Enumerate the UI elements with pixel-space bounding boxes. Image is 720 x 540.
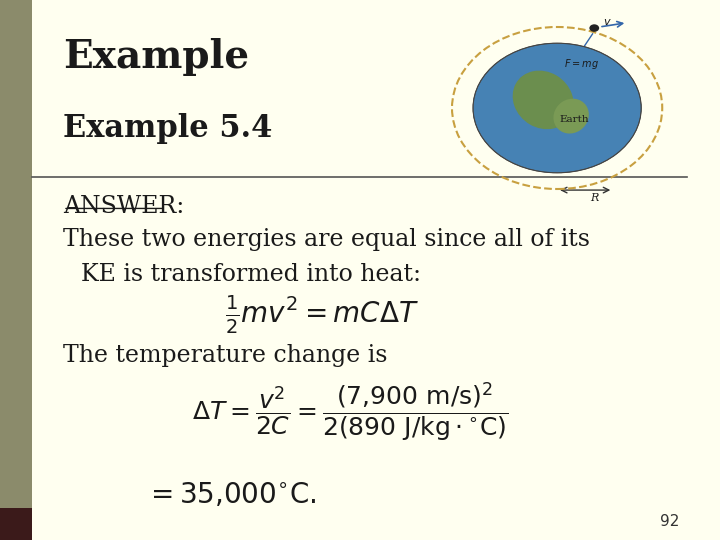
Text: $\frac{1}{2}mv^2 = mC\Delta T$: $\frac{1}{2}mv^2 = mC\Delta T$ [225,294,419,336]
Text: $v$: $v$ [603,17,611,26]
Text: Example 5.4: Example 5.4 [63,113,272,144]
Text: $\Delta T = \dfrac{v^2}{2C} = \dfrac{(7{,}900\ \mathrm{m/s})^2}{2(890\ \mathrm{J: $\Delta T = \dfrac{v^2}{2C} = \dfrac{(7{… [192,381,509,444]
Bar [0,0,32,540]
Text: These two energies are equal since all of its: These two energies are equal since all o… [63,228,590,251]
Circle shape [590,24,599,32]
Text: R: R [590,193,598,204]
Text: $F = mg$: $F = mg$ [564,57,599,71]
Text: The temperature change is: The temperature change is [63,344,387,367]
Text: 92: 92 [660,514,680,529]
Circle shape [473,43,642,173]
Text: $= 35{,}000^{\circ}\mathrm{C}.$: $= 35{,}000^{\circ}\mathrm{C}.$ [145,481,317,509]
Ellipse shape [554,99,589,133]
Ellipse shape [518,75,545,98]
Text: Example: Example [63,38,249,76]
Bar [0,508,32,540]
Text: Earth: Earth [560,116,590,124]
Ellipse shape [513,71,574,129]
Text: ANSWER:: ANSWER: [63,195,184,219]
Text: KE is transformed into heat:: KE is transformed into heat: [81,263,420,286]
